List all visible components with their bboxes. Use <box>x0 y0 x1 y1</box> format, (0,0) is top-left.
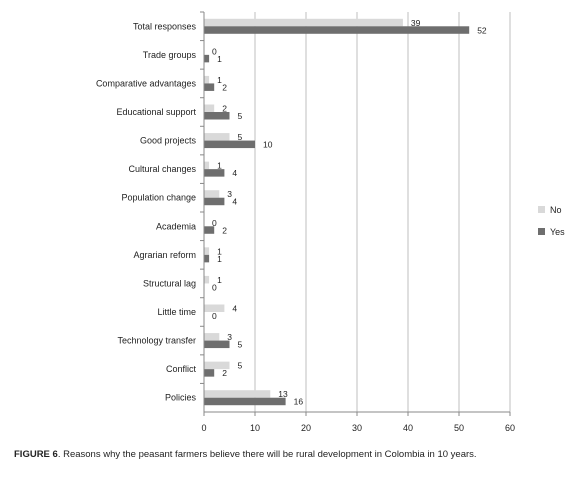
value-label-no-structural-lag: 1 <box>217 275 222 285</box>
bar-yes-cultural-changes <box>204 169 225 177</box>
value-label-no-comparative-advantages: 1 <box>217 75 222 85</box>
legend-swatch-yes <box>538 228 545 235</box>
value-label-no-academia: 0 <box>212 218 217 228</box>
legend-label-no: No <box>550 205 562 215</box>
value-label-no-total-responses: 39 <box>411 18 421 28</box>
figure-caption-text: . Reasons why the peasant farmers believ… <box>57 449 477 460</box>
figure-label: FIGURE 6 <box>14 449 58 460</box>
bar-yes-academia <box>204 226 215 234</box>
value-label-yes-population-change: 4 <box>232 197 237 207</box>
category-label-agrarian-reform: Agrarian reform <box>133 250 196 260</box>
category-label-academia: Academia <box>156 221 196 231</box>
bar-yes-total-responses <box>204 26 470 34</box>
x-tick-label-60: 60 <box>505 423 515 433</box>
value-label-yes-structural-lag: 0 <box>212 282 217 292</box>
x-tick-label-0: 0 <box>201 423 206 433</box>
bar-yes-agrarian-reform <box>204 254 210 263</box>
value-label-no-population-change: 3 <box>227 189 232 199</box>
value-label-no-agrarian-reform: 1 <box>217 246 222 256</box>
category-label-population-change: Population change <box>121 193 196 203</box>
category-label-conflict: Conflict <box>166 364 197 374</box>
category-label-policies: Policies <box>165 393 197 403</box>
value-label-yes-comparative-advantages: 2 <box>222 82 227 92</box>
value-label-no-good-projects: 5 <box>238 132 243 142</box>
category-label-comparative-advantages: Comparative advantages <box>96 78 197 88</box>
bar-yes-educational-support <box>204 112 230 120</box>
value-label-yes-cultural-changes: 4 <box>232 168 237 178</box>
x-tick-label-40: 40 <box>403 423 413 433</box>
value-label-yes-academia: 2 <box>222 225 227 235</box>
bar-no-structural-lag <box>204 275 210 284</box>
value-label-yes-conflict: 2 <box>222 368 227 378</box>
bar-no-good-projects <box>204 133 230 141</box>
bar-yes-policies <box>204 397 286 406</box>
value-label-yes-technology-transfer: 5 <box>238 340 243 350</box>
x-tick-label-20: 20 <box>301 423 311 433</box>
legend-label-yes: Yes <box>550 227 565 237</box>
bar-yes-population-change <box>204 197 225 206</box>
x-tick-label-50: 50 <box>454 423 464 433</box>
value-label-no-educational-support: 2 <box>222 104 227 114</box>
bar-no-population-change <box>204 190 220 198</box>
value-label-yes-policies: 16 <box>294 397 304 407</box>
bar-no-comparative-advantages <box>204 75 210 84</box>
bar-yes-technology-transfer <box>204 340 230 349</box>
bar-no-conflict <box>204 361 230 370</box>
category-label-little-time: Little time <box>157 307 196 317</box>
bar-no-agrarian-reform <box>204 247 210 255</box>
x-tick-label-10: 10 <box>250 423 260 433</box>
category-label-technology-transfer: Technology transfer <box>117 336 196 346</box>
bar-no-educational-support <box>204 104 215 112</box>
category-label-total-responses: Total responses <box>133 21 197 31</box>
gridlines <box>254 12 511 412</box>
value-label-yes-good-projects: 10 <box>263 140 273 150</box>
value-label-no-cultural-changes: 1 <box>217 161 222 171</box>
axes <box>200 11 511 416</box>
figure-caption: FIGURE 6. Reasons why the peasant farmer… <box>14 449 574 461</box>
bar-no-cultural-changes <box>204 161 210 170</box>
x-tick-label-30: 30 <box>352 423 362 433</box>
value-label-yes-agrarian-reform: 1 <box>217 254 222 264</box>
category-label-trade-groups: Trade groups <box>143 50 197 60</box>
bar-no-total-responses <box>204 18 403 27</box>
value-label-no-trade-groups: 0 <box>212 46 217 56</box>
category-label-good-projects: Good projects <box>140 136 197 146</box>
bar-yes-comparative-advantages <box>204 83 215 91</box>
bar-yes-conflict <box>204 369 215 377</box>
legend-swatch-no <box>538 206 545 213</box>
bar-yes-good-projects <box>204 140 255 149</box>
bar-no-technology-transfer <box>204 333 220 341</box>
bar-no-policies <box>204 390 271 398</box>
category-label-structural-lag: Structural lag <box>143 278 196 288</box>
value-label-no-policies: 13 <box>278 389 288 399</box>
bar-yes-trade-groups <box>204 54 210 63</box>
category-label-cultural-changes: Cultural changes <box>128 164 196 174</box>
value-label-no-little-time: 4 <box>232 304 237 314</box>
value-label-no-technology-transfer: 3 <box>227 332 232 342</box>
value-label-yes-educational-support: 5 <box>238 111 243 121</box>
bars <box>204 18 470 406</box>
category-label-educational-support: Educational support <box>116 107 196 117</box>
value-label-yes-little-time: 0 <box>212 311 217 321</box>
value-label-yes-total-responses: 52 <box>477 25 487 35</box>
legend: No Yes <box>538 205 565 237</box>
value-label-yes-trade-groups: 1 <box>217 54 222 64</box>
bar-no-little-time <box>204 304 225 312</box>
value-label-no-conflict: 5 <box>238 361 243 371</box>
